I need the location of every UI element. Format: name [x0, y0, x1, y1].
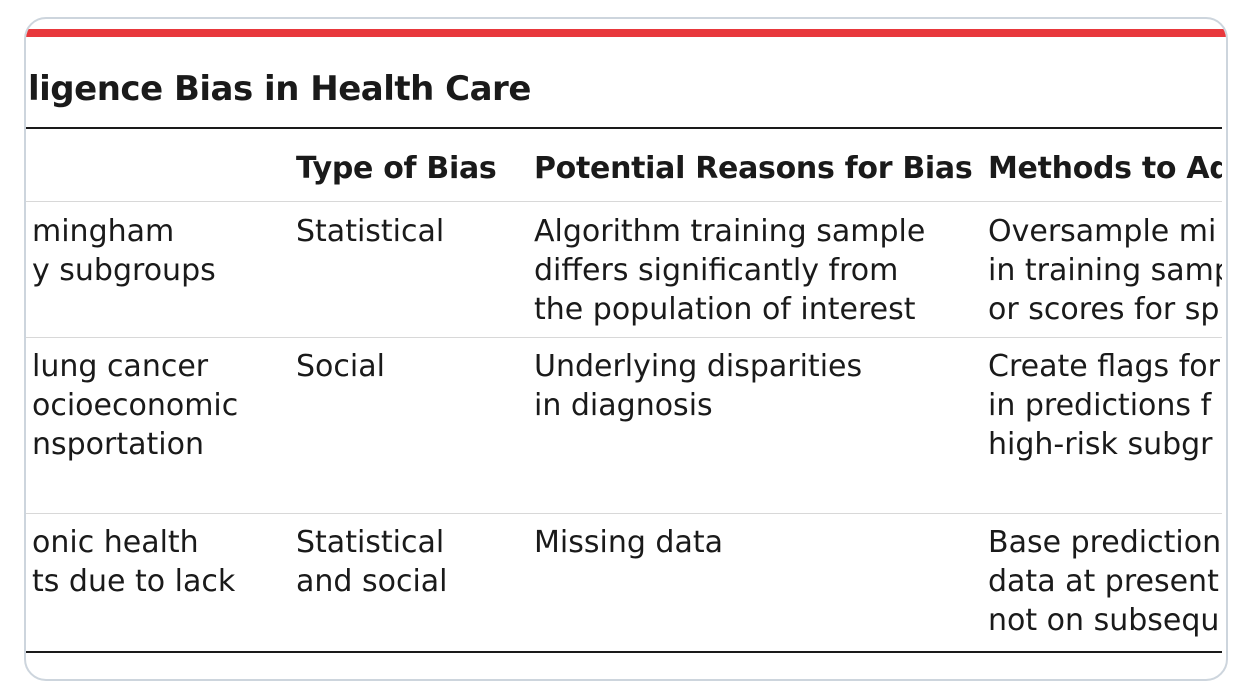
header-bottom-rule [26, 201, 1222, 202]
row3-type-line2: and social [296, 564, 448, 599]
row3-methods-line3: not on subsequ [988, 603, 1220, 638]
row-divider [26, 337, 1222, 338]
table-bottom-rule [26, 651, 1222, 653]
header-type: Type of Bias [296, 151, 497, 186]
row2-methods-line1: Create flags for [988, 349, 1220, 384]
row-divider [26, 513, 1222, 514]
row1-reasons-line3: the population of interest [534, 292, 916, 327]
row1-reasons-line2: differs significantly from [534, 253, 899, 288]
row2-methods-line2: in predictions f [988, 388, 1212, 423]
row3-col1-line2: ts due to lack [32, 564, 236, 599]
row3-type-line1: Statistical [296, 525, 445, 560]
header-top-rule [26, 127, 1222, 129]
row3-methods-line1: Base prediction [988, 525, 1222, 560]
row2-reasons-line1: Underlying disparities [534, 349, 863, 384]
row1-methods-line1: Oversample mi [988, 214, 1217, 249]
table-card: ligence Bias in Health Care Type of Bias… [24, 17, 1228, 681]
table-title: ligence Bias in Health Care [28, 69, 531, 109]
row3-reasons-line1: Missing data [534, 525, 723, 560]
header-methods: Methods to Add [988, 151, 1222, 186]
row2-reasons-line2: in diagnosis [534, 388, 713, 423]
table-region: ligence Bias in Health Care Type of Bias… [26, 37, 1222, 677]
row3-methods-line2: data at present [988, 564, 1219, 599]
row1-reasons-line1: Algorithm training sample [534, 214, 926, 249]
row2-methods-line3: high-risk subgr [988, 427, 1213, 462]
row1-methods-line2: in training samp [988, 253, 1222, 288]
row1-methods-line3: or scores for sp [988, 292, 1220, 327]
row3-col1-line1: onic health [32, 525, 199, 560]
header-reasons: Potential Reasons for Bias [534, 151, 973, 186]
row2-col1-line2: ocioeconomic [32, 388, 239, 423]
row1-type: Statistical [296, 214, 445, 249]
row1-col1-line1: mingham [32, 214, 175, 249]
row1-col1-line2: y subgroups [32, 253, 216, 288]
row2-col1-line1: lung cancer [32, 349, 209, 384]
row2-type: Social [296, 349, 385, 384]
row2-col1-line3: nsportation [32, 427, 204, 462]
accent-bar [26, 29, 1226, 37]
